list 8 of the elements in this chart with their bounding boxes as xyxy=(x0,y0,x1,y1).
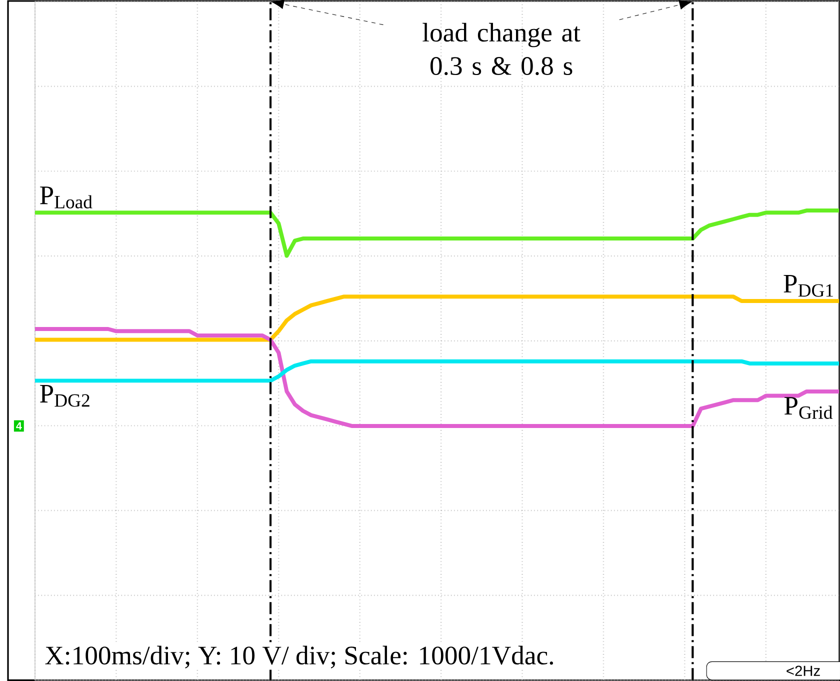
series-label: P$_{Grid}$ xyxy=(784,397,833,419)
series-label: P$_{DG1}$ xyxy=(784,274,833,297)
text: load change at 0.3 s & 0.8 s xyxy=(422,22,580,76)
series-label: P$_{Load}$ xyxy=(40,186,92,208)
text: 4 xyxy=(16,422,22,430)
text: X:100ms/div; Y: 10 V/ div; Scale: 1000/1Vdac. xyxy=(45,646,554,668)
series-label: P$_{DG2}$ xyxy=(40,384,90,407)
text: <2Hz xyxy=(786,666,820,676)
